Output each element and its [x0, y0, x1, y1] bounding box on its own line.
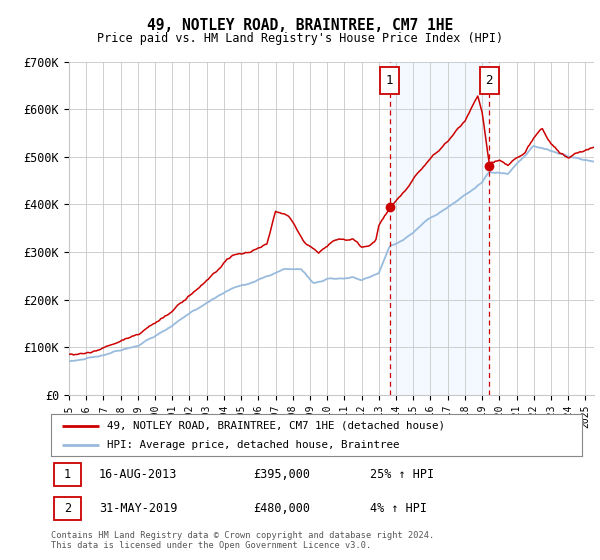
Bar: [389, 62, 489, 395]
Text: 1: 1: [386, 74, 393, 87]
FancyBboxPatch shape: [480, 67, 499, 94]
Text: Price paid vs. HM Land Registry's House Price Index (HPI): Price paid vs. HM Land Registry's House …: [97, 32, 503, 45]
FancyBboxPatch shape: [380, 67, 399, 94]
Text: 31-MAY-2019: 31-MAY-2019: [99, 502, 177, 515]
Text: 2: 2: [485, 74, 493, 87]
Text: 4% ↑ HPI: 4% ↑ HPI: [370, 502, 427, 515]
Text: HPI: Average price, detached house, Braintree: HPI: Average price, detached house, Brai…: [107, 440, 399, 450]
Text: £480,000: £480,000: [253, 502, 310, 515]
FancyBboxPatch shape: [53, 463, 81, 486]
Text: 1: 1: [64, 468, 71, 481]
Text: 2: 2: [64, 502, 71, 515]
Text: 16-AUG-2013: 16-AUG-2013: [99, 468, 177, 481]
Text: 25% ↑ HPI: 25% ↑ HPI: [370, 468, 434, 481]
Text: 49, NOTLEY ROAD, BRAINTREE, CM7 1HE: 49, NOTLEY ROAD, BRAINTREE, CM7 1HE: [147, 18, 453, 33]
FancyBboxPatch shape: [53, 497, 81, 520]
Text: £395,000: £395,000: [253, 468, 310, 481]
Text: 49, NOTLEY ROAD, BRAINTREE, CM7 1HE (detached house): 49, NOTLEY ROAD, BRAINTREE, CM7 1HE (det…: [107, 421, 445, 431]
Text: Contains HM Land Registry data © Crown copyright and database right 2024.
This d: Contains HM Land Registry data © Crown c…: [51, 531, 434, 550]
